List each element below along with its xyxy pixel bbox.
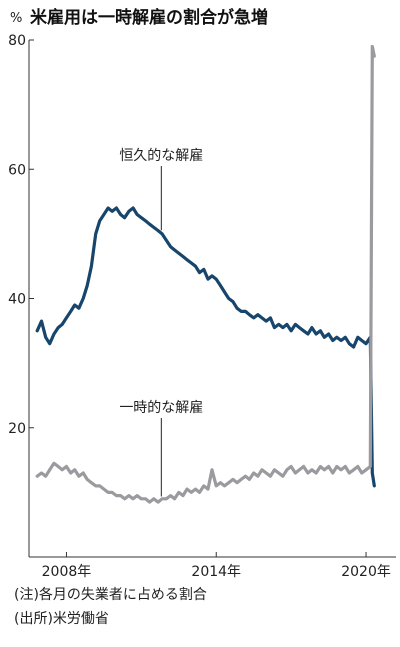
y-tick-label: 40 bbox=[8, 292, 26, 308]
y-tick-label: 20 bbox=[8, 421, 26, 437]
x-tick-label: 2020年 bbox=[341, 564, 391, 580]
y-unit-label: % bbox=[10, 11, 22, 26]
series-line-temporary bbox=[35, 44, 376, 504]
chart-title: 米雇用は一時解雇の割合が急増 bbox=[30, 7, 268, 28]
annotation-label-permanent: 恒久的な解雇 bbox=[119, 147, 203, 164]
x-tick-label: 2008年 bbox=[42, 564, 92, 580]
series-line-permanent bbox=[35, 206, 376, 488]
y-tick-label: 80 bbox=[8, 33, 26, 49]
chart-axes: 20 40 60 80 2008年 2014年 2020年 bbox=[8, 33, 396, 580]
chart-series bbox=[35, 44, 376, 504]
source-text: (出所)米労働省 bbox=[14, 611, 109, 627]
note-text: (注)各月の失業者に占める割合 bbox=[14, 587, 207, 603]
y-tick-label: 60 bbox=[8, 162, 26, 178]
x-tick-label: 2014年 bbox=[191, 564, 241, 580]
annotation-label-temporary: 一時的な解雇 bbox=[119, 399, 203, 416]
